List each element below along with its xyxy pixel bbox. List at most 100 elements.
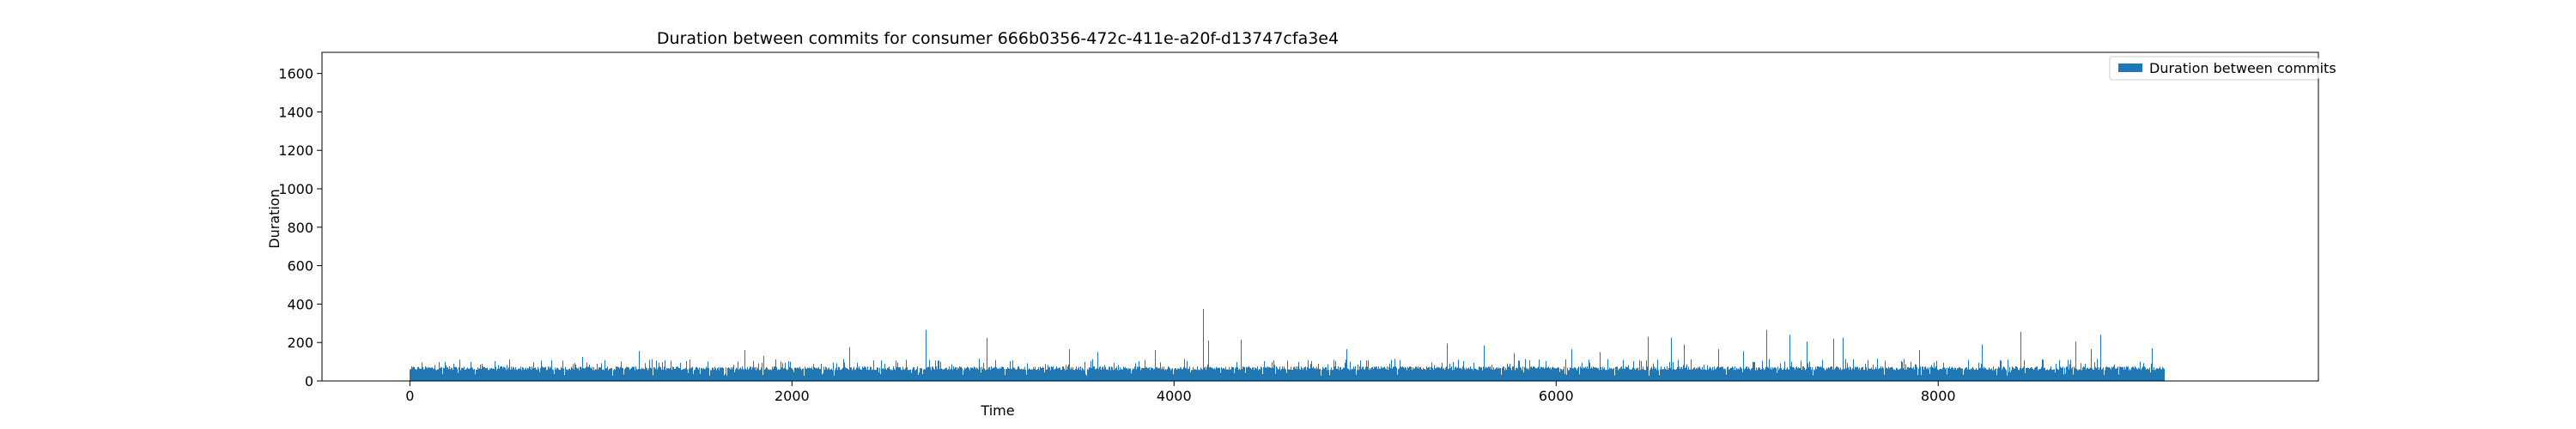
bar (1011, 369, 1012, 381)
bar (1152, 367, 1153, 381)
bar (1047, 369, 1048, 381)
bar (1052, 367, 1053, 381)
bar (1620, 367, 1621, 381)
bar (1808, 366, 1809, 381)
bar (1904, 359, 1905, 381)
bar (1672, 369, 1673, 381)
bar (562, 360, 563, 381)
bar (1432, 367, 1433, 381)
bar (2097, 359, 2098, 381)
bar (1041, 367, 1042, 381)
bar (528, 368, 529, 381)
bar (2144, 366, 2145, 381)
bar (1190, 372, 1191, 381)
bar (1057, 368, 1058, 381)
bar (704, 369, 705, 381)
bar (914, 370, 915, 381)
bar (1252, 367, 1253, 381)
bar (561, 366, 562, 381)
bar (1878, 369, 1879, 381)
bar (920, 368, 921, 381)
bar (1322, 366, 1323, 381)
bar (1469, 369, 1470, 381)
bar (2094, 362, 2095, 381)
bar (1802, 366, 1803, 381)
bar (1617, 366, 1618, 381)
bar (2005, 369, 2006, 381)
bar (1824, 368, 1825, 381)
bar (1327, 364, 1328, 381)
bar (1141, 368, 1142, 381)
bar (979, 359, 980, 381)
bar (887, 367, 888, 381)
bar (478, 368, 479, 381)
bar (1683, 365, 1684, 381)
bar (1866, 366, 1867, 381)
bar (973, 368, 974, 381)
bar (752, 366, 753, 381)
bar (489, 368, 490, 381)
bar (1920, 366, 1921, 381)
bar (1105, 366, 1106, 381)
bar (1394, 359, 1395, 381)
bar (1526, 367, 1527, 381)
bar (1951, 367, 1952, 381)
bar (1831, 366, 1832, 381)
bar (2128, 366, 2129, 381)
bar (426, 367, 427, 381)
bar (1059, 367, 1060, 381)
bar (916, 368, 917, 381)
bar (2056, 364, 2057, 381)
bar (527, 367, 528, 381)
bar (1131, 373, 1132, 381)
bar (763, 355, 764, 381)
bar (1797, 368, 1798, 381)
bar (1348, 368, 1349, 381)
bar (805, 368, 806, 381)
bar (1086, 375, 1087, 381)
bar (1019, 368, 1020, 381)
bar (1582, 362, 1583, 381)
bar (1412, 370, 1413, 381)
bar (941, 368, 942, 381)
bar (536, 369, 537, 381)
bar (1704, 369, 1705, 381)
bar (874, 370, 875, 381)
bar (1347, 368, 1348, 381)
bar (1405, 366, 1406, 381)
bar (1414, 368, 1415, 381)
bar (1335, 360, 1336, 381)
bar (1293, 366, 1294, 381)
bar (1806, 368, 1807, 381)
bar (1956, 370, 1957, 381)
bar (735, 369, 736, 381)
bar (966, 367, 967, 381)
bar (440, 366, 441, 381)
bar (696, 366, 697, 381)
bar (2019, 370, 2020, 381)
bar (996, 367, 997, 381)
bar (1768, 367, 1769, 381)
bar (2159, 368, 2160, 381)
bar (1034, 368, 1035, 381)
bar (2062, 367, 2063, 381)
bar (1471, 368, 1472, 381)
bar (797, 367, 798, 381)
bar (1667, 366, 1668, 381)
bar (1169, 366, 1170, 381)
bar (2135, 366, 2136, 381)
bar (767, 367, 768, 381)
bar (1699, 366, 1700, 381)
bar (747, 366, 748, 381)
bar (954, 368, 955, 381)
bar (1425, 370, 1426, 381)
bar (526, 369, 527, 381)
bar (525, 368, 526, 381)
bar (1987, 369, 1988, 381)
bar (2027, 367, 2028, 381)
bar (1711, 370, 1712, 381)
bar (684, 369, 685, 381)
bar (1483, 366, 1484, 381)
bar (982, 369, 983, 381)
bar (1835, 367, 1836, 381)
